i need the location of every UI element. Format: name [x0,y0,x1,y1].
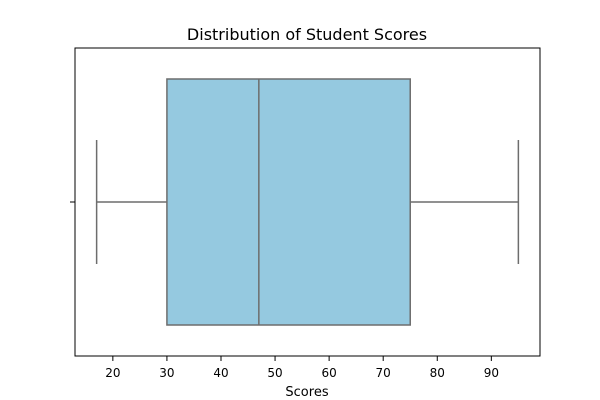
x-tick-label: 70 [376,366,391,380]
x-tick-label: 50 [267,366,282,380]
chart-title: Distribution of Student Scores [187,25,427,44]
x-tick-label: 40 [213,366,228,380]
x-tick-label: 90 [484,366,499,380]
x-tick-label: 20 [105,366,120,380]
x-tick-label: 60 [321,366,336,380]
iqr-box [166,78,411,326]
x-tick-label: 30 [159,366,174,380]
x-tick-label: 80 [430,366,445,380]
plot-area [95,78,520,326]
x-axis: 20 30 40 50 60 70 80 90 [105,356,499,380]
x-axis-label: Scores [285,385,328,400]
